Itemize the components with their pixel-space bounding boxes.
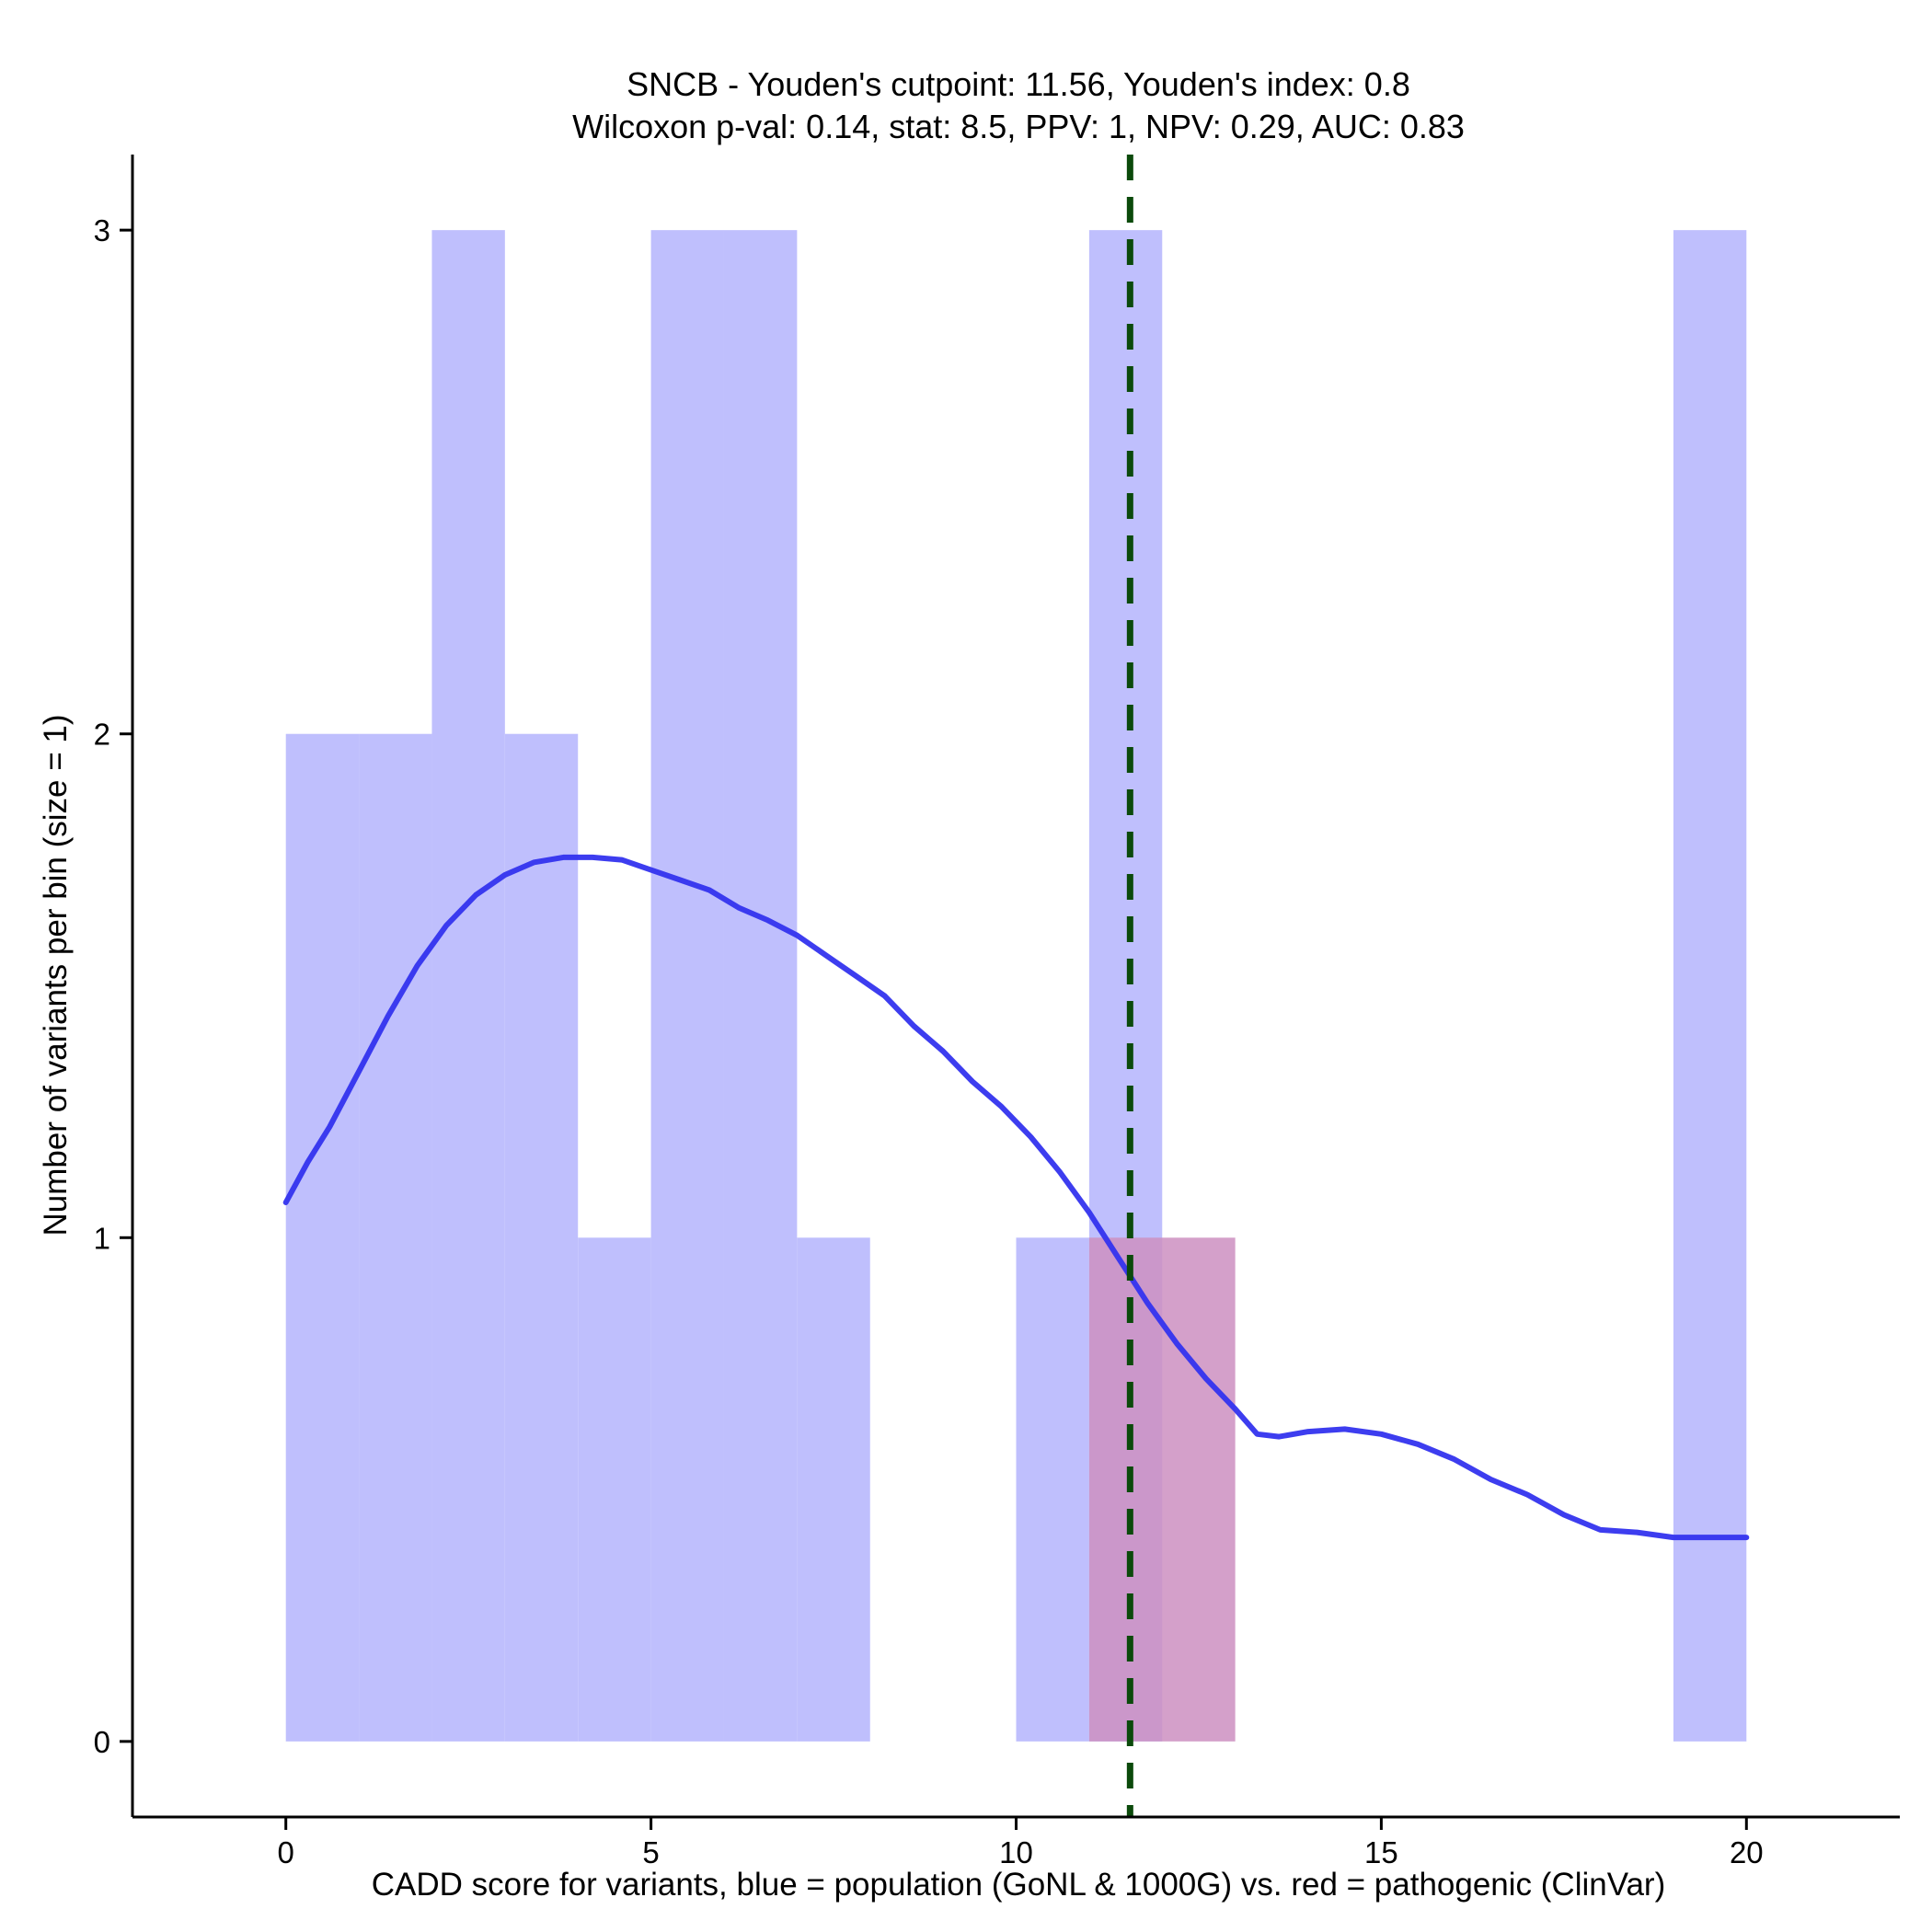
- chart-subtitle: Wilcoxon p-val: 0.14, stat: 8.5, PPV: 1,…: [572, 108, 1465, 145]
- y-tick-label: 2: [94, 718, 110, 752]
- y-tick-label: 0: [94, 1725, 110, 1759]
- population-bar: [578, 1237, 651, 1742]
- chart-title: SNCB - Youden's cutpoint: 11.56, Youden'…: [627, 65, 1410, 103]
- x-tick-label: 5: [642, 1835, 659, 1869]
- y-axis-label: Number of variants per bin (size = 1): [38, 714, 74, 1236]
- density-layer: [282, 854, 1750, 1541]
- x-tick-label: 15: [1364, 1835, 1398, 1869]
- population-bar: [504, 733, 579, 1742]
- population-bar: [1016, 1237, 1089, 1742]
- population-bar: [650, 230, 724, 1742]
- population-bar: [285, 733, 360, 1742]
- population-bar: [359, 733, 432, 1742]
- pathogenic-bar: [1088, 1237, 1236, 1742]
- y-tick-label: 3: [94, 213, 110, 247]
- x-axis-label: CADD score for variants, blue = populati…: [372, 1867, 1666, 1903]
- population-bar: [1673, 230, 1747, 1742]
- x-tick-label: 10: [999, 1835, 1033, 1869]
- y-tick-label: 1: [94, 1221, 110, 1255]
- population-bar: [723, 230, 798, 1742]
- density-curve: [282, 854, 1750, 1541]
- x-tick-label: 0: [278, 1835, 294, 1869]
- ticks-layer: 0 5 10 15 20 0 1 2 3: [94, 213, 1764, 1869]
- x-tick-label: 20: [1730, 1835, 1764, 1869]
- bars-layer: [285, 230, 1747, 1742]
- population-bar: [797, 1237, 870, 1742]
- population-bar: [431, 230, 505, 1742]
